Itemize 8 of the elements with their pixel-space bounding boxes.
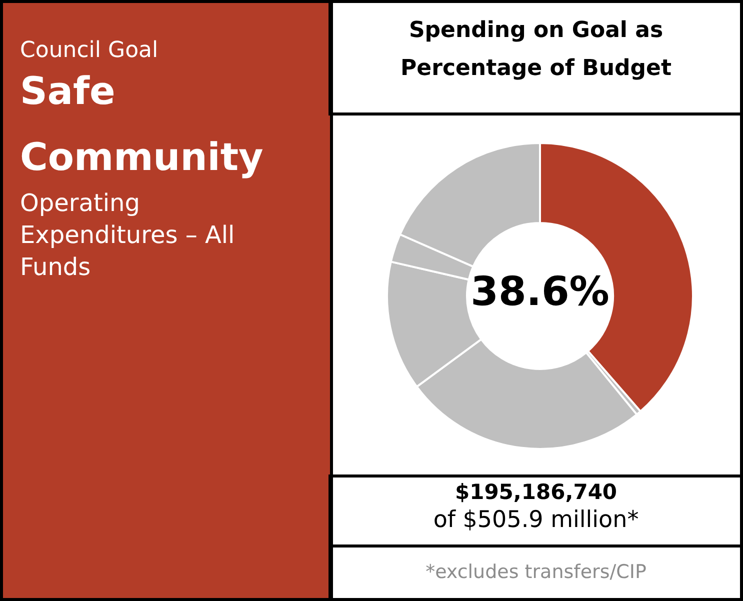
data-label: 38.6% [470, 269, 610, 315]
text: *excludes transfers/CIP [426, 561, 646, 583]
chart-title: Spending on Goal as Percentage of Budget [400, 18, 672, 81]
text: $195,186,740 [454, 480, 618, 504]
text: Operating Expenditures – All Funds [20, 189, 235, 281]
text: Safe Community [20, 69, 264, 179]
text: of $505.9 million* [433, 507, 639, 533]
text: Council Goal [20, 38, 158, 63]
